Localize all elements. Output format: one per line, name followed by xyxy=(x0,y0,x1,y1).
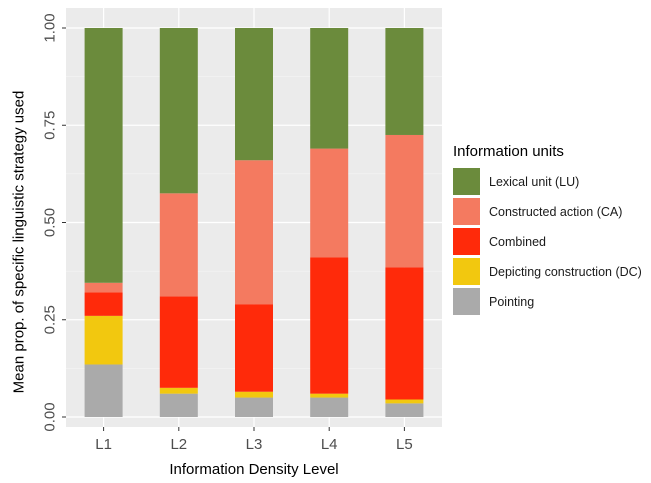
bar-segment-l4-constructed-action-ca xyxy=(310,148,349,258)
bar-segment-l2-combined xyxy=(159,296,198,388)
y-tick-label: 0.00 xyxy=(42,402,59,431)
x-tick-label: L1 xyxy=(95,436,112,453)
bar-segment-l5-combined xyxy=(385,267,424,400)
x-tick-label: L5 xyxy=(396,436,413,453)
y-tick-label: 0.50 xyxy=(42,208,59,237)
y-axis-title: Mean prop. of specific linguistic strate… xyxy=(10,90,28,393)
x-tick-label: L4 xyxy=(321,436,338,453)
legend-swatch xyxy=(453,198,480,225)
bar-segment-l4-depicting-construction-dc xyxy=(310,393,349,398)
legend-label: Combined xyxy=(489,234,546,249)
legend-item-lexical-unit-lu: Lexical unit (LU) xyxy=(453,168,642,195)
bar-segment-l1-lexical-unit-lu xyxy=(84,28,123,283)
bars xyxy=(84,28,424,417)
legend-swatch xyxy=(453,168,480,195)
legend-swatch xyxy=(453,258,480,285)
y-axis-ticks: 0.00 0.25 0.50 0.75 1.00 xyxy=(42,13,66,432)
bar-segment-l1-depicting-construction-dc xyxy=(84,315,123,365)
bar-segment-l3-combined xyxy=(235,304,273,392)
legend-item-depicting-construction-dc: Depicting construction (DC) xyxy=(453,258,642,285)
legend-label: Depicting construction (DC) xyxy=(489,264,642,279)
y-tick-label: 0.25 xyxy=(42,305,59,334)
bar-segment-l4-pointing xyxy=(310,397,349,417)
bar-segment-l1-constructed-action-ca xyxy=(84,282,123,293)
bar-segment-l4-combined xyxy=(310,257,349,394)
legend-item-combined: Combined xyxy=(453,228,642,255)
legend-swatch xyxy=(453,288,480,315)
bar-segment-l5-depicting-construction-dc xyxy=(385,399,424,404)
legend-items: Lexical unit (LU) Constructed action (CA)… xyxy=(453,168,642,315)
bar-segment-l4-lexical-unit-lu xyxy=(310,28,349,149)
x-tick-label: L3 xyxy=(246,436,263,453)
bar-segment-l1-pointing xyxy=(84,364,123,417)
bar-segment-l5-lexical-unit-lu xyxy=(385,28,424,135)
x-tick-label: L2 xyxy=(170,436,187,453)
bar-segment-l2-lexical-unit-lu xyxy=(159,28,198,194)
y-tick-label: 0.75 xyxy=(42,111,59,140)
bar-segment-l3-constructed-action-ca xyxy=(235,160,273,305)
bar-segment-l3-depicting-construction-dc xyxy=(235,391,273,398)
y-tick-label: 1.00 xyxy=(42,13,59,42)
bar-segment-l1-combined xyxy=(84,292,123,316)
legend-title: Information units xyxy=(453,143,564,160)
bar-segment-l3-lexical-unit-lu xyxy=(235,28,273,161)
bar-segment-l5-constructed-action-ca xyxy=(385,134,424,268)
bar-segment-l2-constructed-action-ca xyxy=(159,193,198,297)
legend: Information units Lexical unit (LU) Const… xyxy=(453,143,642,318)
bar-segment-l5-pointing xyxy=(385,403,424,417)
legend-label: Lexical unit (LU) xyxy=(489,174,580,189)
x-axis-ticks: L1 L2 L3 L4 L5 xyxy=(95,427,413,453)
x-axis-title: Information Density Level xyxy=(169,461,339,478)
legend-swatch xyxy=(453,228,480,255)
bar-segment-l2-depicting-construction-dc xyxy=(159,387,198,394)
legend-label: Constructed action (CA) xyxy=(489,204,623,219)
bar-segment-l3-pointing xyxy=(235,397,273,417)
legend-item-constructed-action-ca: Constructed action (CA) xyxy=(453,198,642,225)
legend-label: Pointing xyxy=(489,294,535,309)
y-axis-title-wrapper: Mean prop. of specific linguistic strate… xyxy=(2,0,36,483)
bar-segment-l2-pointing xyxy=(159,393,198,417)
legend-item-pointing: Pointing xyxy=(453,288,642,315)
